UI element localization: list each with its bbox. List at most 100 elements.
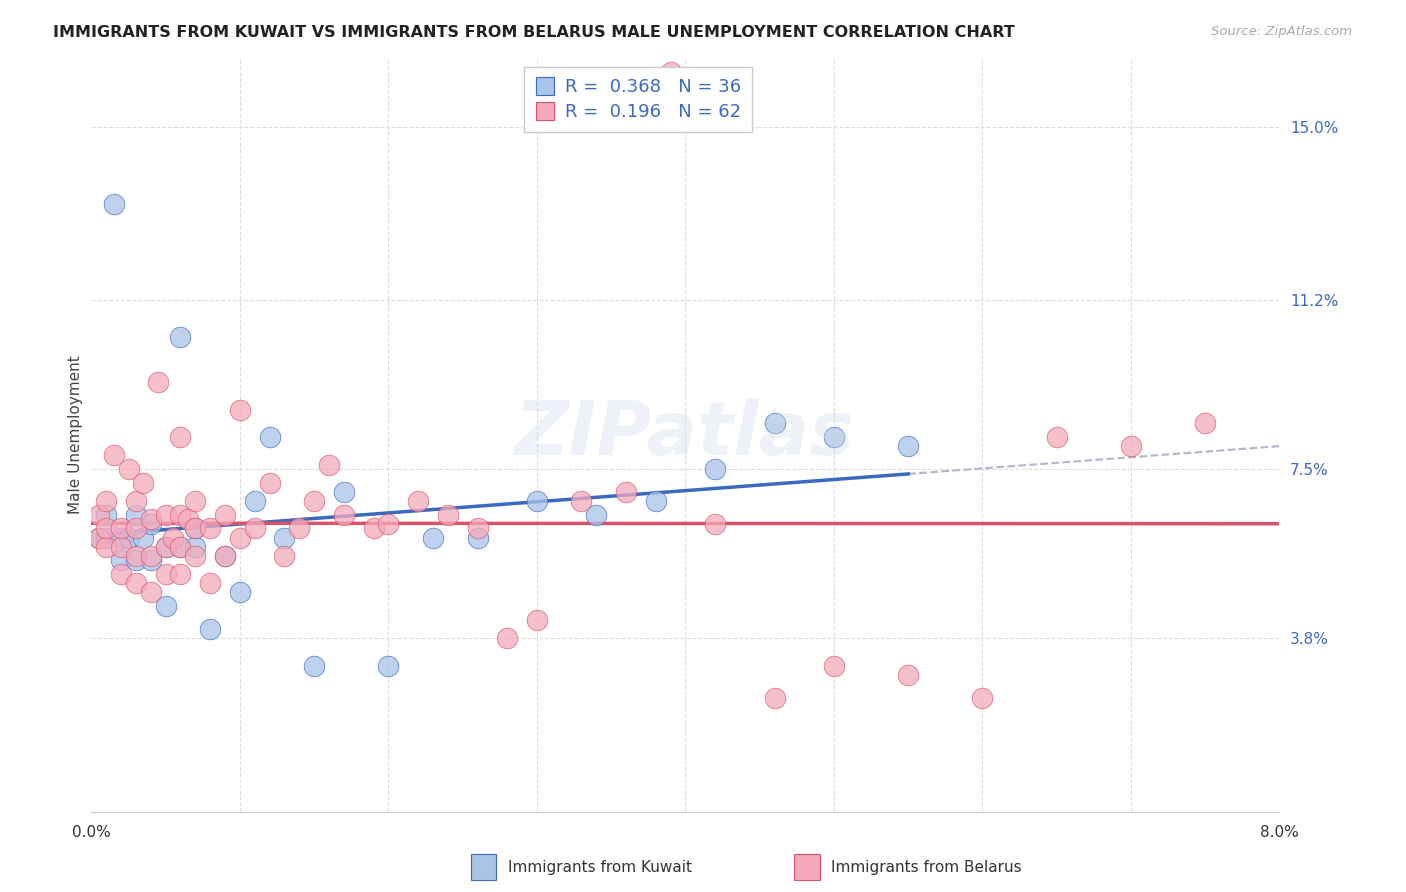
Y-axis label: Male Unemployment: Male Unemployment <box>67 356 83 514</box>
Point <box>110 567 132 582</box>
Point <box>259 430 281 444</box>
Point <box>96 540 118 554</box>
Point <box>318 458 340 472</box>
Point <box>614 485 637 500</box>
Point <box>1119 439 1142 453</box>
Text: Immigrants from Kuwait: Immigrants from Kuwait <box>508 861 692 875</box>
Point <box>96 494 118 508</box>
Point <box>214 549 236 563</box>
Point <box>139 585 162 599</box>
Point <box>467 521 489 535</box>
Point <box>229 585 252 599</box>
Point <box>243 521 266 535</box>
Point <box>333 485 356 500</box>
Point <box>132 475 155 490</box>
Point <box>1194 417 1216 431</box>
Point <box>972 690 994 705</box>
Point <box>184 549 207 563</box>
Point <box>155 540 177 554</box>
Point <box>96 508 118 522</box>
Text: Immigrants from Belarus: Immigrants from Belarus <box>831 861 1022 875</box>
Point <box>169 540 191 554</box>
Point <box>763 690 786 705</box>
Point <box>467 531 489 545</box>
Point <box>823 658 845 673</box>
Point <box>132 531 155 545</box>
Point <box>155 567 177 582</box>
Point <box>169 329 191 343</box>
Point <box>214 549 236 563</box>
Point <box>155 599 177 614</box>
Point <box>273 531 295 545</box>
Text: Source: ZipAtlas.com: Source: ZipAtlas.com <box>1212 25 1353 38</box>
Point <box>155 508 177 522</box>
Point <box>139 516 162 531</box>
Point <box>155 540 177 554</box>
Point <box>96 521 118 535</box>
Point <box>200 521 222 535</box>
Point <box>125 553 148 567</box>
Point <box>139 512 162 526</box>
Point <box>162 531 184 545</box>
Text: IMMIGRANTS FROM KUWAIT VS IMMIGRANTS FROM BELARUS MALE UNEMPLOYMENT CORRELATION : IMMIGRANTS FROM KUWAIT VS IMMIGRANTS FRO… <box>53 25 1015 40</box>
Point <box>117 462 139 476</box>
Point <box>897 667 920 681</box>
Point <box>125 576 148 591</box>
Point <box>177 512 200 526</box>
Point <box>184 540 207 554</box>
Point <box>406 494 429 508</box>
Point <box>273 549 295 563</box>
Point <box>110 531 132 545</box>
Point <box>169 567 191 582</box>
Point <box>139 549 162 563</box>
Point <box>1046 430 1069 444</box>
Point <box>96 531 118 545</box>
Point <box>659 64 682 78</box>
Text: ZIPatlas: ZIPatlas <box>516 399 855 471</box>
Point <box>302 658 325 673</box>
Point <box>87 531 110 545</box>
Point <box>363 521 385 535</box>
Point <box>184 494 207 508</box>
Point <box>229 402 252 417</box>
Point <box>169 508 191 522</box>
Point <box>184 521 207 535</box>
Point <box>422 531 444 545</box>
Point <box>169 540 191 554</box>
Point <box>243 494 266 508</box>
Point <box>644 494 666 508</box>
Point <box>571 494 593 508</box>
Point <box>200 622 222 636</box>
Point <box>526 494 548 508</box>
Point <box>103 197 125 211</box>
Point <box>823 430 845 444</box>
Point <box>496 631 519 645</box>
Point <box>704 462 727 476</box>
Point <box>139 553 162 567</box>
Point <box>169 430 191 444</box>
Point <box>87 531 110 545</box>
Point <box>125 494 148 508</box>
Point <box>302 494 325 508</box>
Point <box>110 540 132 554</box>
Point <box>377 658 399 673</box>
Point <box>259 475 281 490</box>
Point <box>200 576 222 591</box>
Point <box>87 508 110 522</box>
Point <box>110 553 132 567</box>
Point <box>704 516 727 531</box>
Point <box>125 508 148 522</box>
Point <box>377 516 399 531</box>
Point <box>436 508 458 522</box>
Point <box>125 549 148 563</box>
Legend: R =  0.368   N = 36, R =  0.196   N = 62: R = 0.368 N = 36, R = 0.196 N = 62 <box>523 67 752 132</box>
Point <box>148 376 170 390</box>
Point <box>103 449 125 463</box>
Point <box>117 531 139 545</box>
Point <box>184 521 207 535</box>
Point <box>333 508 356 522</box>
Point <box>214 508 236 522</box>
Point <box>125 521 148 535</box>
Point <box>229 531 252 545</box>
Point <box>110 521 132 535</box>
